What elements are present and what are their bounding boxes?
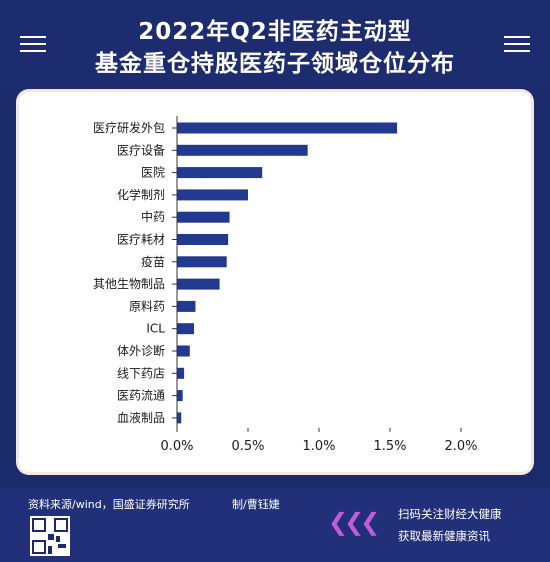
category-label: 医药流通: [117, 389, 165, 403]
x-tick-label: 1.5%: [373, 439, 406, 454]
author-credit: 制/曹钰婕: [232, 498, 280, 511]
page-title: 2022年Q2非医药主动型: [138, 19, 412, 45]
x-tick-label: 2.0%: [444, 439, 477, 454]
bar: [177, 345, 190, 357]
menu-icon[interactable]: [504, 36, 530, 54]
category-label: 医疗设备: [117, 143, 165, 157]
category-label: 医疗耗材: [117, 233, 165, 247]
category-label: 线下药店: [117, 366, 165, 380]
category-label: 血液制品: [117, 410, 165, 425]
category-label: 化学制剂: [117, 187, 165, 202]
qr-code: [30, 516, 70, 556]
bar: [177, 211, 230, 223]
bar: [177, 122, 398, 134]
bar: [177, 412, 182, 424]
bar: [177, 367, 185, 379]
bar: [177, 300, 196, 312]
bar: [177, 278, 220, 290]
bar: [177, 189, 248, 201]
category-label: 中药: [141, 209, 165, 224]
bar: [177, 256, 227, 268]
bar: [177, 144, 308, 156]
cta-line-1: 扫码关注财经大健康: [398, 507, 502, 521]
cta-line-2: 获取最新健康资讯: [398, 529, 490, 543]
category-label: 医院: [141, 166, 165, 180]
bar: [177, 390, 183, 402]
source-note: 资料来源/wind，国盛证券研究所: [28, 498, 190, 511]
category-label: 疫苗: [141, 254, 165, 269]
page-subtitle: 基金重仓持股医药子领域仓位分布: [95, 51, 455, 77]
x-tick-label: 0.0%: [160, 439, 193, 454]
bar: [177, 323, 195, 335]
category-label: 其他生物制品: [93, 277, 165, 291]
category-label: 体外诊断: [117, 343, 165, 358]
footer: 资料来源/wind，国盛证券研究所 制/曹钰婕 ❮❮❮ 扫码关注财经大健康 获取…: [0, 488, 550, 562]
x-tick-label: 0.5%: [231, 439, 264, 454]
header: 2022年Q2非医药主动型 基金重仓持股医药子领域仓位分布: [0, 0, 550, 92]
category-label: 原料药: [129, 299, 165, 313]
category-label: ICL: [146, 322, 165, 336]
menu-icon[interactable]: [20, 36, 46, 54]
bar: [177, 234, 229, 245]
bar: [177, 167, 263, 179]
category-label: 医疗研发外包: [93, 120, 165, 135]
chart-card: 医疗研发外包医疗设备医院化学制剂中药医疗耗材疫苗其他生物制品原料药 ICL 体外诊断…: [19, 92, 531, 472]
arrows-icon: ❮❮❮: [328, 508, 380, 536]
x-tick-label: 1.0%: [302, 439, 335, 454]
